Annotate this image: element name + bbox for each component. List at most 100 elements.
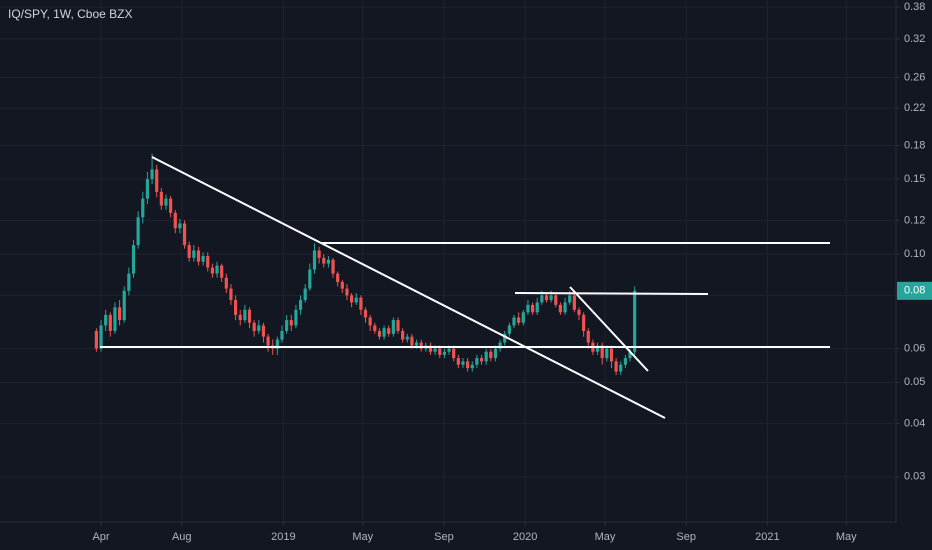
candle-body [595, 345, 600, 352]
candle-body [229, 288, 233, 301]
candle-body [456, 358, 460, 365]
candle-body [558, 304, 563, 313]
x-tick-label: May [836, 531, 857, 543]
candle-body [377, 330, 382, 337]
x-tick-label: May [595, 531, 616, 543]
candle-body [224, 277, 228, 289]
y-tick-label: 0.32 [904, 33, 925, 45]
y-tick-label: 0.05 [904, 376, 925, 388]
candle-body [122, 290, 126, 321]
y-tick-label: 0.06 [904, 343, 925, 355]
candle-body [623, 358, 627, 365]
candle-body [382, 328, 386, 337]
x-tick-label: 2021 [755, 531, 779, 543]
candle-body [535, 302, 539, 313]
candles [94, 153, 637, 376]
candle-body [308, 269, 312, 289]
candle-body [108, 314, 112, 331]
candle-body [609, 348, 614, 362]
candle-body [363, 309, 368, 318]
candle-body [206, 255, 210, 268]
trend-line [151, 156, 666, 419]
last-price-label: 0.08 [904, 285, 925, 297]
candle-body [540, 295, 544, 303]
y-tick-label: 0.22 [904, 102, 925, 114]
candle-body [373, 325, 377, 331]
resistance-line [514, 292, 709, 295]
y-tick-label: 0.18 [904, 139, 925, 151]
candle-body [433, 348, 437, 352]
candle-body [577, 309, 581, 315]
candle-body [178, 223, 182, 229]
x-tick-label: Apr [92, 531, 109, 543]
x-tick-label: Aug [172, 531, 192, 543]
candle-body [470, 364, 474, 369]
candle-body [498, 342, 502, 349]
candle-body [261, 325, 266, 337]
candle-body [350, 295, 354, 303]
candle-body [605, 348, 609, 359]
candle-body [405, 336, 409, 340]
candle-body [493, 348, 498, 359]
candle-body [414, 342, 419, 346]
y-tick-label: 0.15 [904, 173, 925, 185]
candle-body [127, 273, 131, 291]
candle-body [410, 336, 414, 346]
candle-body [117, 307, 122, 321]
candle-body [238, 314, 242, 321]
y-tick-label: 0.10 [904, 248, 925, 260]
candle-body [257, 325, 261, 331]
candle-body [517, 317, 521, 323]
candle-body [354, 297, 358, 303]
candle-body [572, 295, 576, 310]
candle-body [136, 217, 140, 246]
candle-body [187, 245, 191, 258]
candle-body [521, 312, 525, 323]
x-tick-label: 2019 [271, 531, 295, 543]
candle-body [210, 267, 214, 274]
candle-body [438, 348, 442, 355]
candle-body [141, 198, 145, 218]
candle-body [104, 314, 108, 326]
candle-body [442, 351, 447, 355]
candle-body [145, 179, 150, 199]
y-tick-label: 0.38 [904, 1, 925, 13]
chart-title: IQ/SPY, 1W, Cboe BZX [8, 7, 133, 21]
candle-body [201, 255, 205, 262]
x-tick-label: 2020 [513, 531, 537, 543]
candle-body [312, 250, 317, 270]
candle-body [182, 223, 187, 246]
candle-body [298, 300, 303, 310]
candle-body [479, 358, 484, 362]
candle-body [452, 348, 456, 359]
candle-body [600, 345, 604, 359]
candle-body [243, 309, 247, 321]
candle-body [428, 345, 433, 352]
candle-body [196, 250, 201, 262]
candle-body [164, 198, 168, 206]
x-tick-label: Sep [434, 531, 454, 543]
candle-body [275, 339, 279, 349]
candle-body [331, 259, 335, 274]
candle-body [503, 333, 507, 343]
candle-body [544, 295, 549, 301]
trend-line [569, 286, 649, 372]
candle-body [280, 330, 284, 340]
candle-body [285, 320, 289, 331]
candle-body [484, 351, 488, 362]
x-tick-label: Sep [676, 531, 696, 543]
candle-body [192, 250, 196, 258]
candle-body [563, 302, 567, 313]
candle-body [150, 169, 154, 180]
candle-body [489, 351, 493, 359]
y-tick-label: 0.03 [904, 471, 925, 483]
candle-body [368, 317, 372, 326]
drawings [100, 156, 830, 419]
candle-body [317, 250, 321, 258]
candle-body [549, 295, 553, 301]
candle-body [554, 295, 558, 305]
candle-body [568, 295, 572, 303]
candle-body [303, 288, 307, 301]
y-tick-label: 0.12 [904, 214, 925, 226]
